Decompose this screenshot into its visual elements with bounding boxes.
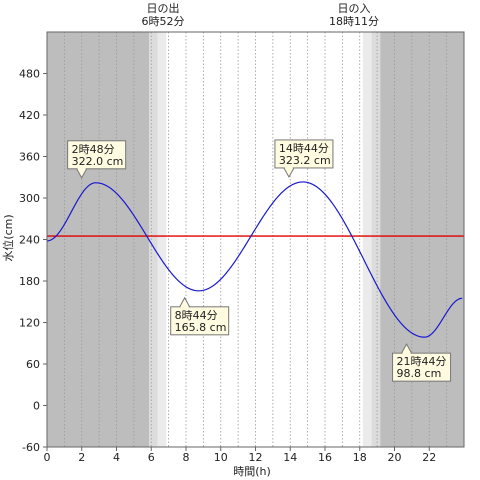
y-tick-label: 60 (26, 358, 40, 371)
callout-time: 2時48分 (72, 143, 115, 156)
y-tick-label: 300 (19, 192, 40, 205)
daylight-band (166, 32, 363, 447)
grid-lines (63, 32, 448, 447)
sunrise-title: 日の出 (147, 1, 180, 15)
x-axis-title: 時間(h) (233, 465, 271, 478)
y-axis-title: 水位(cm) (1, 214, 15, 261)
night-band-evening (380, 32, 464, 447)
twilight-band-dusk-inner (362, 32, 372, 447)
y-tick-label: 120 (19, 317, 40, 330)
callout-level: 98.8 cm (397, 367, 442, 380)
y-tick-label: 180 (19, 275, 40, 288)
twilight-band-dawn-inner (157, 32, 167, 447)
x-axis-ticks: 0 2 4 6 8 10 12 14 16 18 20 22 (44, 447, 436, 464)
x-tick-label: 4 (113, 451, 120, 464)
y-tick-label: 240 (19, 234, 40, 247)
y-tick-label: 420 (19, 109, 40, 122)
x-tick-label: 20 (388, 451, 402, 464)
sunrise-time: 6時52分 (142, 15, 185, 28)
tide-curve-line (46, 181, 463, 338)
y-tick-label: -60 (22, 441, 40, 454)
x-tick-label: 14 (283, 451, 297, 464)
twilight-band-dawn-outer (148, 32, 158, 447)
callout-time: 14時44分 (279, 142, 329, 155)
y-tick-label: 0 (33, 400, 40, 413)
x-tick-label: 10 (214, 451, 228, 464)
twilight-band-dusk-outer (371, 32, 381, 447)
sunset-time: 18時11分 (329, 15, 379, 28)
x-tick-label: 22 (422, 451, 436, 464)
sunset-title: 日の入 (338, 2, 371, 15)
x-tick-label: 8 (183, 451, 190, 464)
x-tick-label: 2 (78, 451, 85, 464)
callout-time: 8時44分 (175, 309, 218, 322)
x-tick-label: 18 (353, 451, 367, 464)
callout-box (392, 352, 452, 382)
callout-level: 323.2 cm (279, 154, 331, 167)
callout-level: 322.0 cm (72, 155, 124, 168)
y-tick-label: 360 (19, 151, 40, 164)
callout-time: 21時44分 (397, 355, 447, 368)
y-axis-ticks: -60 0 60 120 180 240 300 360 420 480 (19, 68, 47, 454)
y-tick-label: 480 (19, 68, 40, 81)
x-tick-label: 16 (318, 451, 332, 464)
callout-box (274, 139, 334, 169)
x-tick-label: 6 (148, 451, 155, 464)
callout-box (67, 140, 127, 170)
callout-box (170, 306, 230, 336)
x-tick-label: 12 (249, 451, 263, 464)
callout-level: 165.8 cm (175, 321, 227, 334)
x-tick-label: 0 (44, 451, 51, 464)
